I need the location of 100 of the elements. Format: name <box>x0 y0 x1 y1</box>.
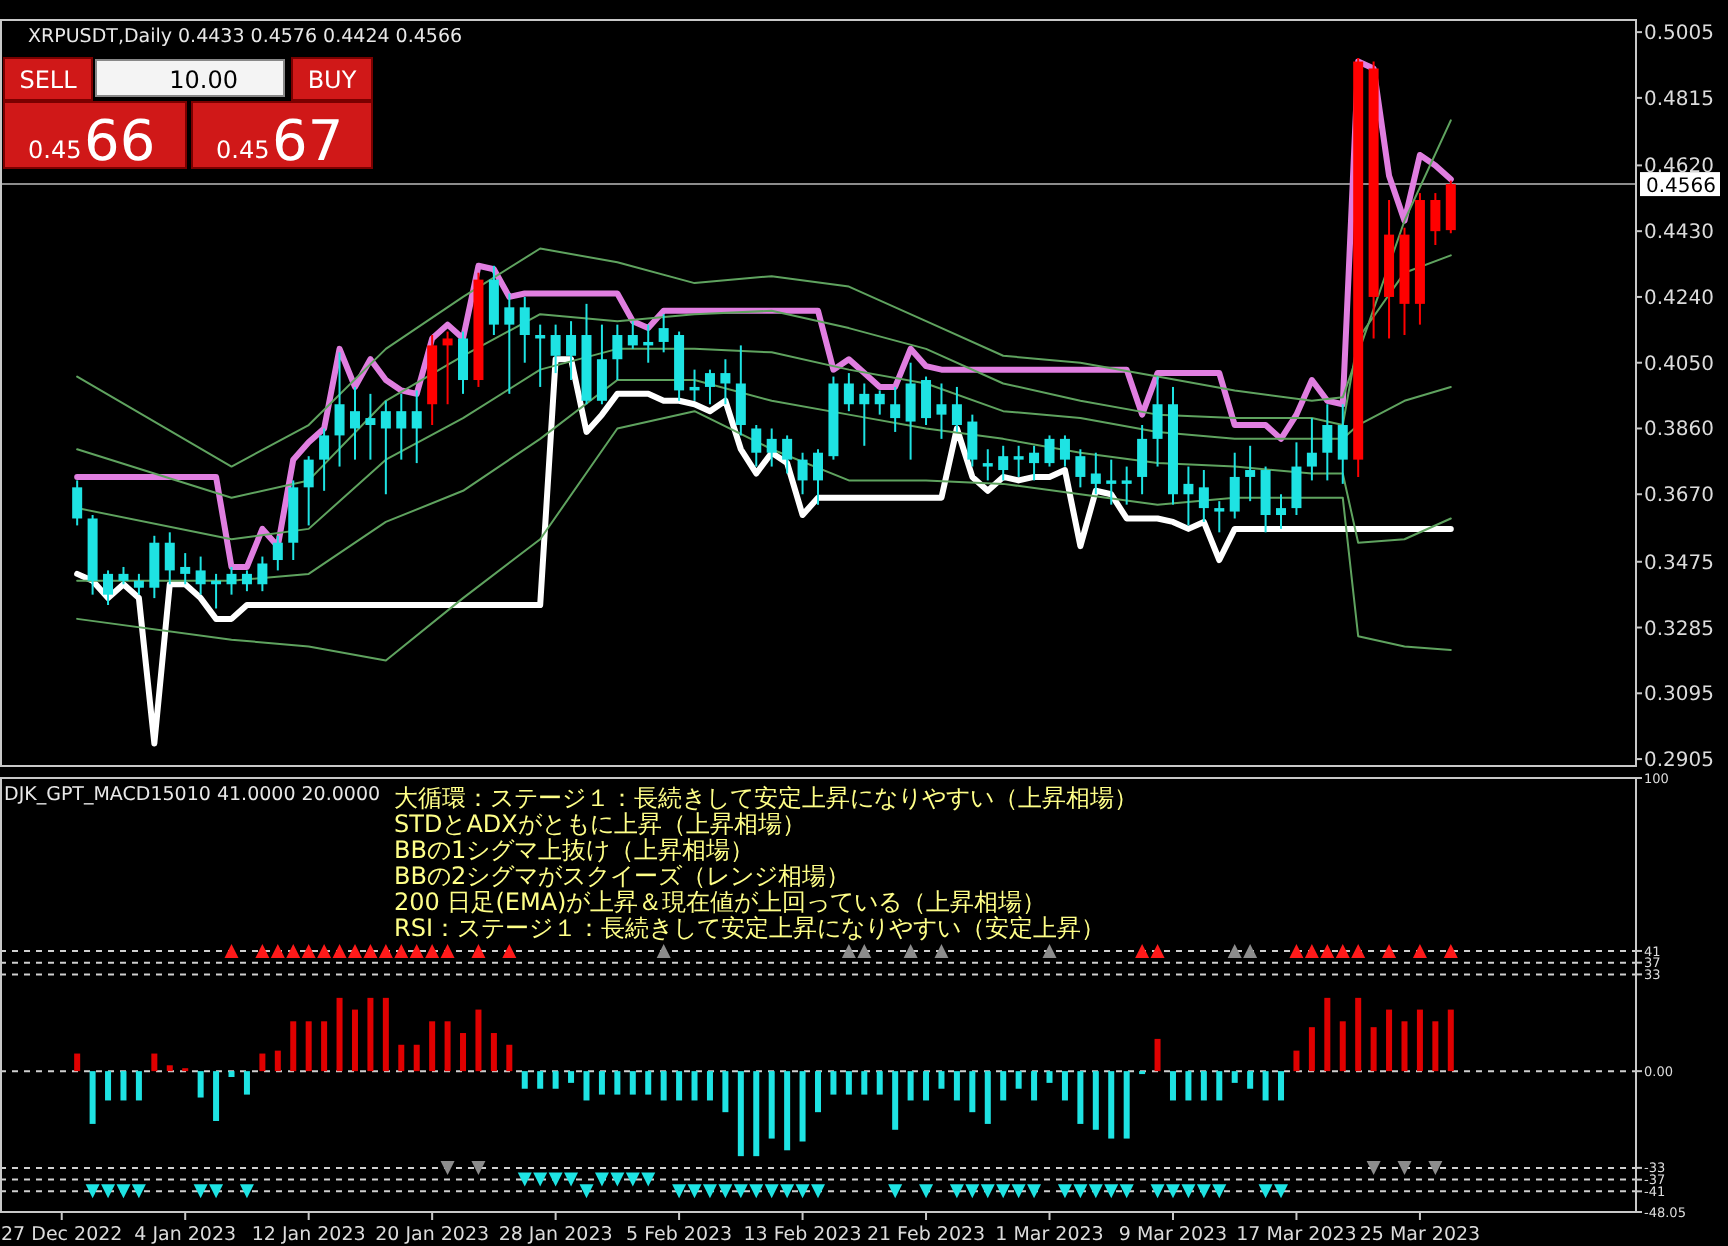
candlestick <box>519 295 530 364</box>
bar <box>892 1071 899 1130</box>
bar <box>583 1071 590 1101</box>
candlestick <box>133 572 144 596</box>
point <box>1165 1184 1180 1199</box>
point <box>1258 1184 1273 1199</box>
chart-title: DJK_GPT_MACD15010 41.0000 20.0000 <box>4 784 381 806</box>
point <box>903 943 918 958</box>
candlestick <box>1137 424 1148 496</box>
point <box>841 943 856 958</box>
bar <box>1123 1071 1130 1139</box>
x-tick-label: 4 Jan 2023 <box>134 1224 237 1246</box>
bar <box>460 1033 467 1072</box>
bar <box>953 1071 960 1101</box>
bar <box>845 1071 852 1095</box>
bar <box>1046 1071 1053 1083</box>
candlestick <box>1276 493 1287 530</box>
point <box>548 1172 563 1187</box>
bar <box>768 1071 775 1139</box>
candlestick <box>905 361 916 461</box>
bar <box>1293 1050 1300 1072</box>
bar <box>706 1071 713 1101</box>
point <box>347 943 362 958</box>
bar <box>135 1071 142 1101</box>
point <box>502 943 517 958</box>
point <box>1042 943 1057 958</box>
x-tick-label: 5 Feb 2023 <box>626 1224 733 1246</box>
candlestick <box>488 264 499 337</box>
candlestick <box>766 427 777 468</box>
candlestick <box>349 385 360 461</box>
point <box>764 1184 779 1199</box>
point <box>934 943 949 958</box>
candlestick <box>782 434 793 475</box>
ref-line-label: 0.4566 <box>1646 176 1716 199</box>
x-tick-label: 17 Mar 2023 <box>1236 1224 1357 1246</box>
point <box>857 943 872 958</box>
y-tick-label: 0.5005 <box>1644 23 1714 46</box>
point <box>286 943 301 958</box>
bar <box>1000 1071 1007 1101</box>
point <box>317 943 332 958</box>
point <box>594 1172 609 1187</box>
point <box>579 1184 594 1199</box>
x-tick-label: 21 Feb 2023 <box>866 1224 986 1246</box>
bar <box>1216 1071 1223 1101</box>
point <box>1104 1184 1119 1199</box>
candlestick <box>843 372 854 413</box>
bar <box>1324 997 1331 1072</box>
candlestick <box>890 385 901 433</box>
candlestick <box>627 320 638 350</box>
bar <box>784 1071 791 1151</box>
point <box>687 1184 702 1199</box>
point <box>965 1184 980 1199</box>
point <box>363 943 378 958</box>
line-series <box>74 356 1454 747</box>
point <box>440 1160 455 1175</box>
bar <box>969 1071 976 1113</box>
candlestick <box>720 358 731 406</box>
candlestick <box>951 385 962 433</box>
point <box>672 1184 687 1199</box>
point <box>996 1184 1011 1199</box>
bar <box>1077 1071 1084 1124</box>
bar <box>1231 1071 1238 1083</box>
point <box>1212 1184 1227 1199</box>
x-tick-label: 9 Mar 2023 <box>1118 1224 1228 1246</box>
candlestick <box>1245 444 1256 503</box>
bar <box>89 1071 96 1124</box>
chart-title: XRPUSDT,Daily 0.4433 0.4576 0.4424 0.4566 <box>28 26 463 48</box>
bar <box>537 1071 544 1089</box>
bar <box>290 1021 297 1072</box>
candlestick <box>334 351 345 468</box>
y-tick-label: 0.4430 <box>1644 222 1714 245</box>
bar <box>938 1071 945 1089</box>
candlestick <box>1337 403 1348 485</box>
bar <box>1416 1009 1423 1072</box>
point <box>1119 1184 1134 1199</box>
candlestick <box>303 455 314 527</box>
bar <box>429 1021 436 1072</box>
bar <box>274 1050 281 1072</box>
y-tick-label: 0.4240 <box>1644 287 1714 310</box>
point <box>425 943 440 958</box>
candlestick <box>1229 451 1240 520</box>
point <box>1366 1160 1381 1175</box>
x-tick-label: 27 Dec 2022 <box>1 1224 123 1246</box>
bar <box>753 1071 760 1157</box>
candlestick <box>1183 465 1194 527</box>
candlestick <box>1291 441 1302 517</box>
bar <box>197 1071 204 1098</box>
point <box>1304 943 1319 958</box>
candlestick <box>1260 465 1271 534</box>
bar <box>1262 1071 1269 1101</box>
bar <box>1061 1071 1068 1101</box>
point <box>224 943 239 958</box>
candlestick <box>982 448 993 482</box>
bar <box>876 1071 883 1095</box>
bar <box>490 1033 497 1072</box>
bar <box>444 1021 451 1072</box>
candlestick <box>596 323 607 406</box>
candlestick <box>1106 458 1117 506</box>
candlestick <box>411 389 422 465</box>
candlestick <box>458 330 469 395</box>
